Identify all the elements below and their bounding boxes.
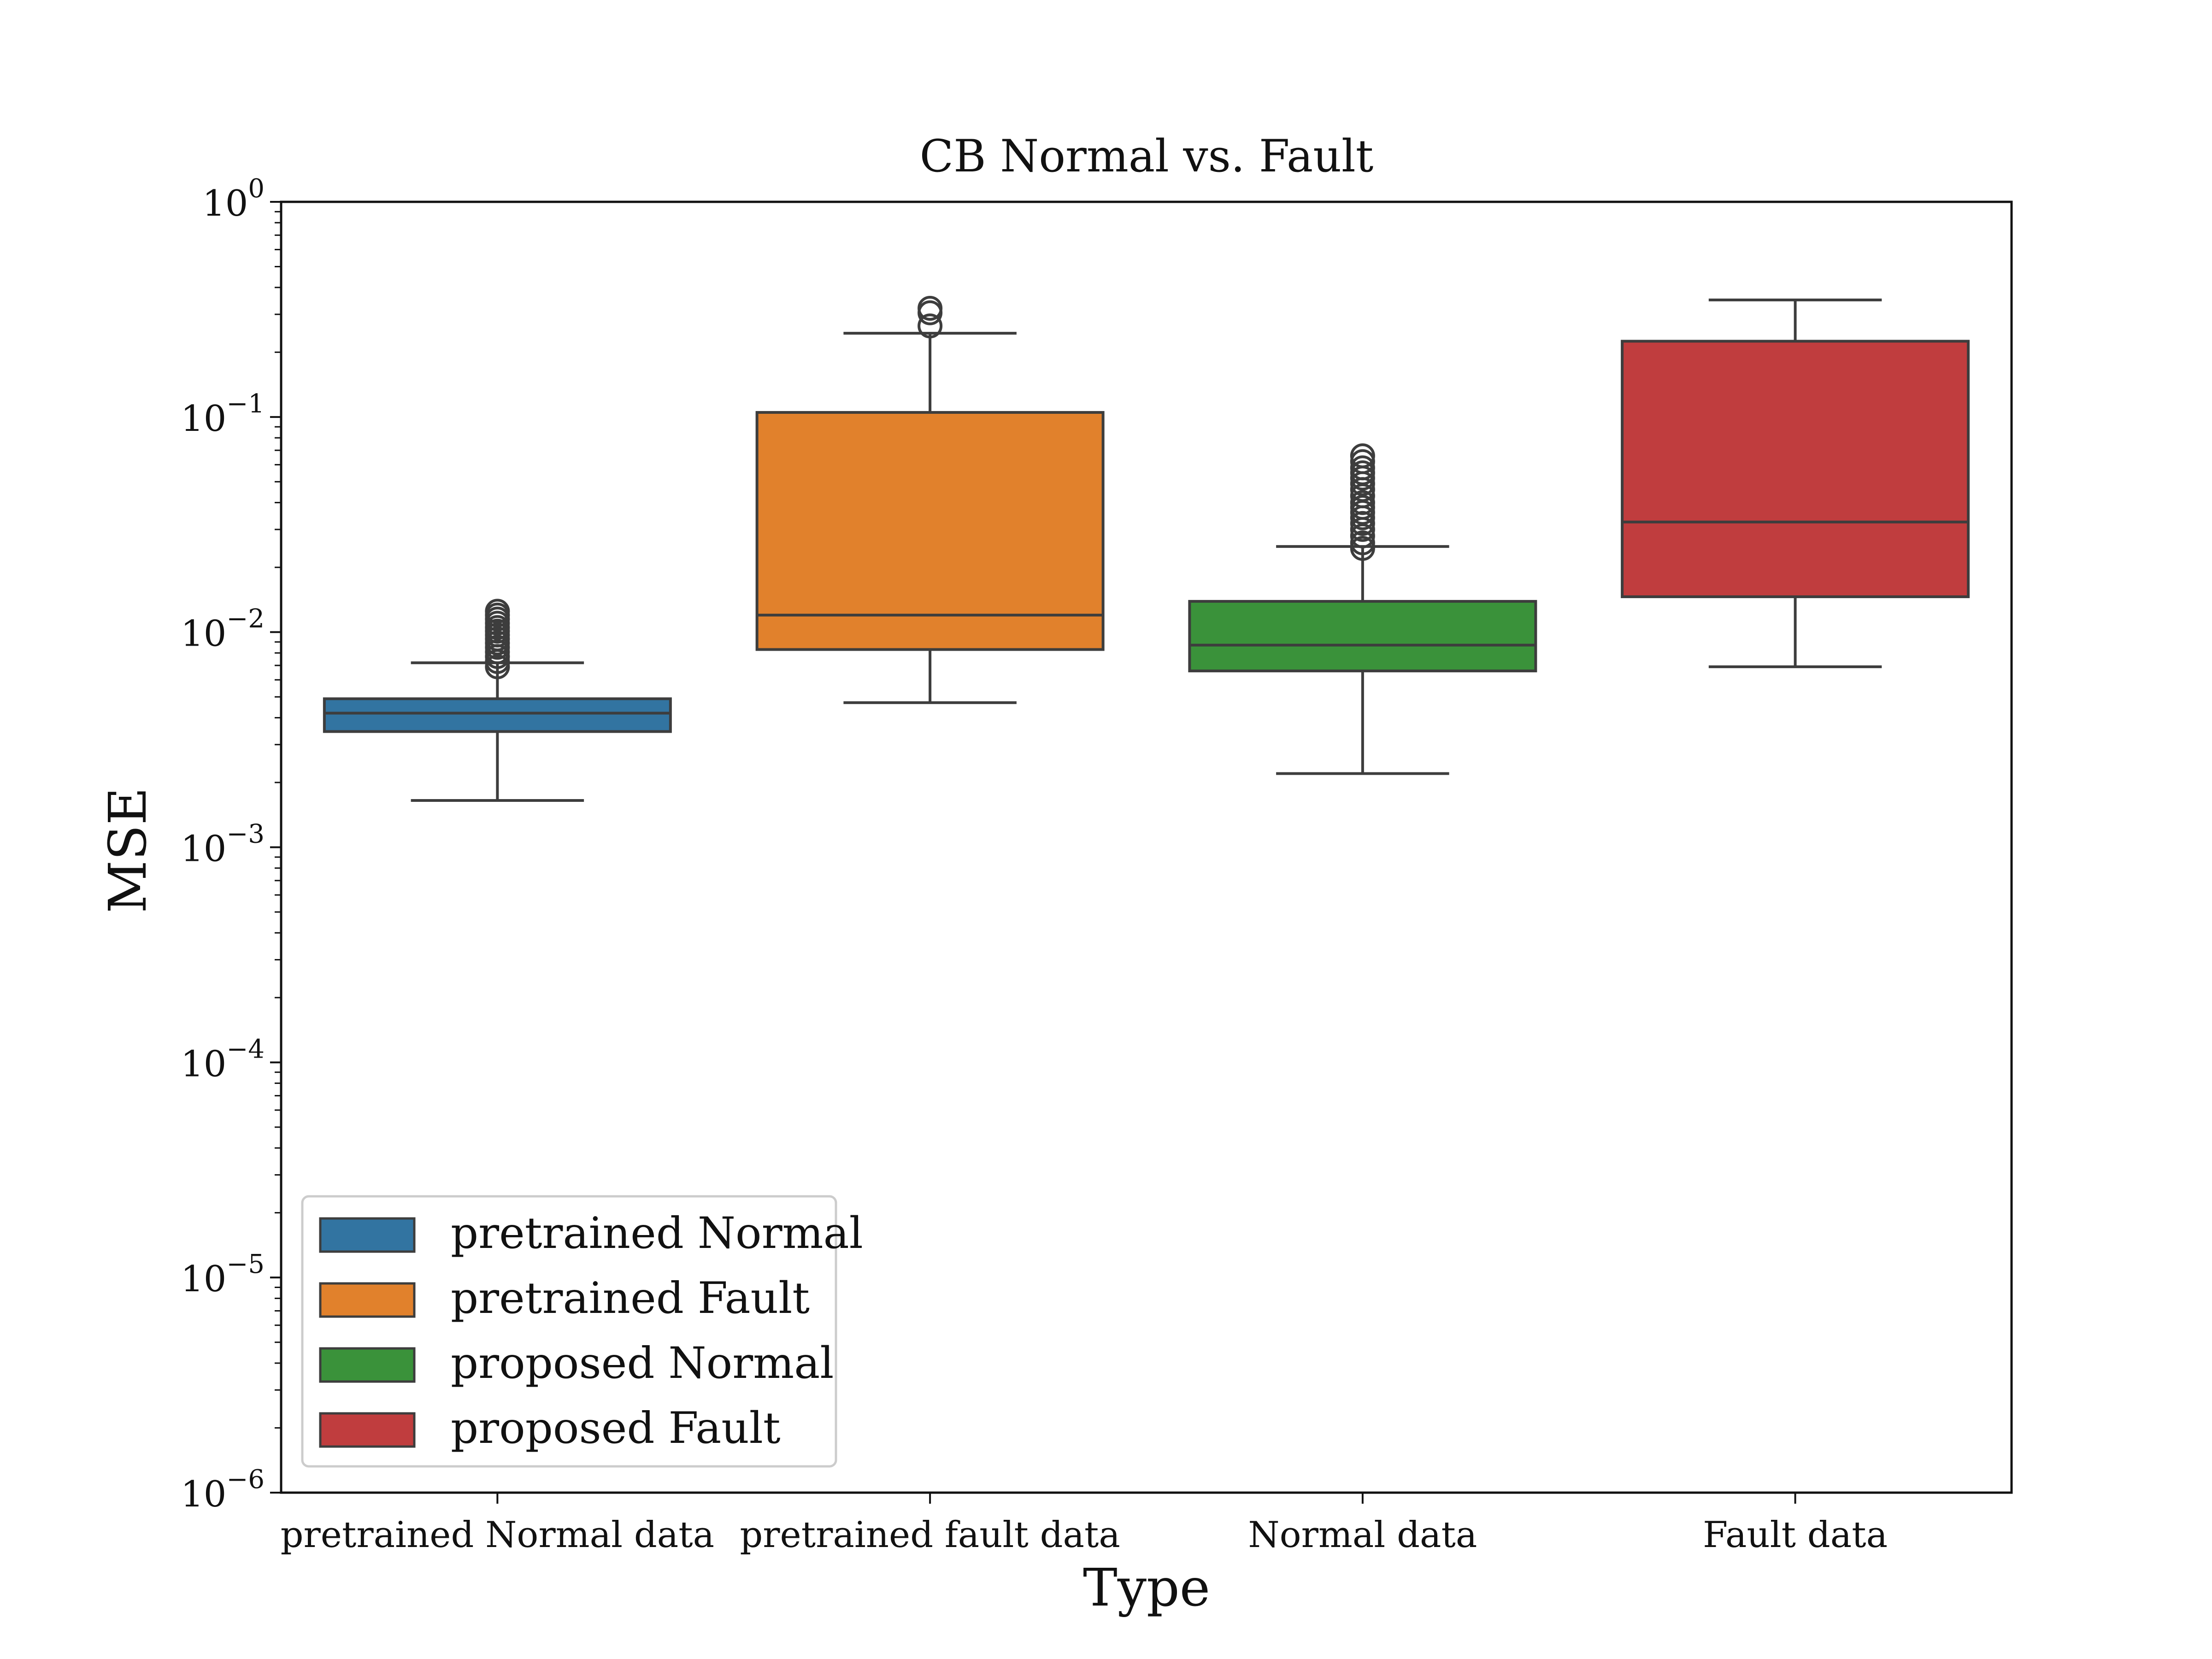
y-tick-label-exponent: 0 <box>248 174 265 204</box>
y-tick-label-base: 10 <box>181 1474 226 1515</box>
y-tick-label: 100 <box>202 174 265 224</box>
y-tick-label: 10−6 <box>181 1465 265 1515</box>
chart-title: CB Normal vs. Fault <box>920 130 1374 182</box>
y-tick-label-exponent: −3 <box>226 819 265 849</box>
y-tick-label-base: 10 <box>181 829 226 870</box>
outlier-point <box>485 599 510 624</box>
y-tick-label: 10−5 <box>181 1249 265 1300</box>
plot-area-frame <box>280 200 2013 1494</box>
box-iqr <box>323 697 672 733</box>
legend-frame <box>301 1195 837 1468</box>
y-tick-label-base: 10 <box>202 183 248 224</box>
legend-item: pretrained Normal <box>319 1208 863 1259</box>
legend-swatch <box>319 1282 416 1318</box>
x-tick-label: pretrained Normal data <box>281 1514 715 1556</box>
y-tick-label: 10−4 <box>181 1034 265 1085</box>
box-group <box>323 599 672 802</box>
x-tick-label: pretrained fault data <box>740 1514 1120 1556</box>
box-group <box>1188 443 1537 775</box>
boxes <box>323 296 1970 802</box>
x-axis-ticks: pretrained Normal data pretrained fault d… <box>281 1493 1888 1556</box>
y-tick-label: 10−1 <box>181 389 265 440</box>
legend-label: pretrained Fault <box>451 1273 810 1324</box>
legend-label: pretrained Normal <box>451 1208 863 1259</box>
outlier-point <box>1350 530 1375 555</box>
outlier-point <box>1350 490 1375 515</box>
y-tick-label-base: 10 <box>181 398 226 440</box>
y-tick-label-base: 10 <box>181 1043 226 1085</box>
box-iqr <box>1621 340 1970 598</box>
legend-swatch <box>319 1217 416 1253</box>
x-tick-label: Normal data <box>1248 1514 1477 1556</box>
legend-label: proposed Normal <box>451 1338 834 1388</box>
legend-label: proposed Fault <box>451 1403 781 1453</box>
y-tick-label-exponent: −1 <box>226 389 265 419</box>
x-axis-label: Type <box>1083 1558 1210 1618</box>
legend: pretrained Normal pretrained Fault propose… <box>301 1195 863 1468</box>
legend-item: pretrained Fault <box>319 1273 810 1324</box>
legend-swatch <box>319 1412 416 1448</box>
outlier-point <box>1350 443 1375 469</box>
box-iqr <box>1188 600 1537 672</box>
y-tick-label-exponent: −2 <box>226 604 265 634</box>
y-tick-label: 10−3 <box>181 819 265 870</box>
box-group <box>1621 298 1970 668</box>
x-tick-label: Fault data <box>1703 1514 1888 1556</box>
outlier-point <box>918 313 943 339</box>
y-tick-label-base: 10 <box>181 1259 226 1300</box>
y-tick-label: 10−2 <box>181 604 265 655</box>
legend-item: proposed Normal <box>319 1338 834 1388</box>
box-iqr <box>755 411 1105 651</box>
y-axis-label: MSE <box>98 787 158 913</box>
y-tick-label-base: 10 <box>181 613 226 655</box>
y-tick-label-exponent: −4 <box>226 1034 265 1064</box>
legend-swatch <box>319 1347 416 1383</box>
outlier-point <box>1350 455 1375 481</box>
box-group <box>755 296 1105 704</box>
legend-item: proposed Fault <box>319 1403 781 1453</box>
y-tick-label-exponent: −5 <box>226 1249 265 1279</box>
y-tick-label-exponent: −6 <box>226 1465 265 1494</box>
outlier-point <box>1350 449 1375 474</box>
outlier-point <box>918 296 943 321</box>
